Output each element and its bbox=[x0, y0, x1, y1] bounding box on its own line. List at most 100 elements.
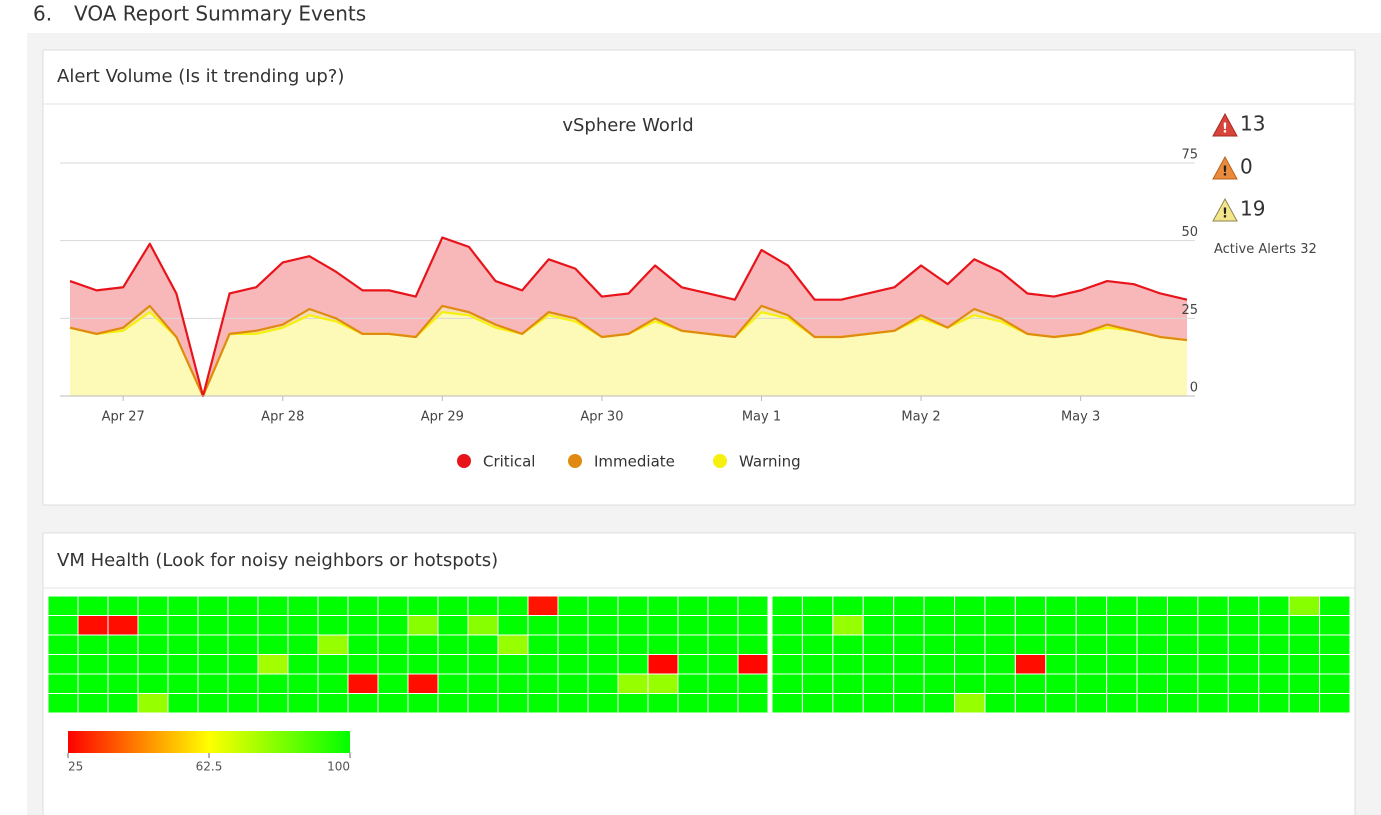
vm-cell bbox=[587, 615, 619, 636]
vm-cell bbox=[407, 634, 439, 655]
vm-cell bbox=[1258, 673, 1290, 694]
vm-cell bbox=[984, 595, 1016, 616]
vm-cell bbox=[137, 615, 169, 636]
vm-cell bbox=[77, 673, 109, 694]
vm-cell bbox=[1288, 595, 1321, 616]
vm-cell bbox=[257, 595, 289, 616]
active-count: 32 bbox=[1300, 242, 1317, 257]
vm-cell bbox=[647, 654, 679, 675]
vm-cell bbox=[862, 654, 895, 675]
vm-cell bbox=[77, 634, 109, 655]
x-tick-label: Apr 28 bbox=[261, 410, 304, 425]
vm-cell bbox=[587, 654, 619, 675]
vm-cell bbox=[1319, 673, 1351, 694]
vm-cell bbox=[317, 634, 349, 655]
vm-cell bbox=[832, 595, 864, 616]
vm-cell bbox=[1045, 673, 1077, 694]
vm-cell bbox=[197, 634, 229, 655]
vm-cell bbox=[557, 654, 589, 675]
vm-cell bbox=[737, 634, 769, 655]
vm-cell bbox=[377, 595, 409, 616]
vm-cell bbox=[954, 615, 986, 636]
vm-cell bbox=[984, 673, 1016, 694]
panel-title: Alert Volume (Is it trending up?) bbox=[57, 66, 344, 87]
vm-cell bbox=[527, 595, 559, 616]
vm-cell bbox=[617, 615, 649, 636]
vm-cell bbox=[47, 693, 79, 714]
vm-cell bbox=[257, 693, 289, 714]
vm-cell bbox=[1045, 615, 1077, 636]
vm-cell bbox=[47, 634, 79, 655]
vm-cell bbox=[677, 634, 709, 655]
vm-cell bbox=[527, 615, 559, 636]
vm-cell bbox=[617, 595, 649, 616]
vm-cell bbox=[1227, 615, 1260, 636]
vm-cell bbox=[1197, 654, 1229, 675]
vm-cell bbox=[832, 615, 864, 636]
vm-cell bbox=[893, 654, 925, 675]
vm-cell bbox=[1197, 634, 1229, 655]
vm-cell bbox=[1075, 634, 1108, 655]
vm-cell bbox=[497, 595, 529, 616]
vm-cell bbox=[167, 673, 199, 694]
vm-cell bbox=[347, 615, 379, 636]
vm-cell bbox=[954, 654, 986, 675]
vm-cell bbox=[557, 634, 589, 655]
vm-cell bbox=[1319, 693, 1351, 714]
vm-cell bbox=[257, 654, 289, 675]
vm-cell bbox=[497, 634, 529, 655]
vm-cell bbox=[1106, 634, 1138, 655]
vm-cell bbox=[1319, 595, 1351, 616]
vm-cell bbox=[1319, 634, 1351, 655]
active-alerts: Active Alerts 32 bbox=[1214, 242, 1317, 257]
vm-cell bbox=[377, 693, 409, 714]
vm-cell bbox=[257, 673, 289, 694]
heading-number: 6. bbox=[33, 2, 52, 26]
vm-cell bbox=[197, 693, 229, 714]
vm-cell bbox=[287, 654, 319, 675]
vm-cell bbox=[77, 615, 109, 636]
vm-cell bbox=[984, 654, 1016, 675]
vm-cell bbox=[1075, 673, 1108, 694]
vm-cell bbox=[771, 595, 803, 616]
vm-cell bbox=[1136, 615, 1168, 636]
vm-cell bbox=[467, 595, 499, 616]
vm-cell bbox=[707, 634, 739, 655]
vm-cell bbox=[862, 634, 895, 655]
vm-cell bbox=[167, 615, 199, 636]
vm-cell bbox=[467, 654, 499, 675]
legend-label: Warning bbox=[739, 453, 801, 471]
vm-cell bbox=[1288, 673, 1321, 694]
vm-cell bbox=[801, 595, 834, 616]
vm-cell bbox=[1014, 615, 1047, 636]
vm-cell bbox=[317, 595, 349, 616]
vm-cell bbox=[197, 595, 229, 616]
vm-cell bbox=[527, 673, 559, 694]
vm-cell bbox=[862, 693, 895, 714]
vm-cell bbox=[467, 634, 499, 655]
vm-cell bbox=[407, 595, 439, 616]
vm-cell bbox=[801, 693, 834, 714]
vm-cell bbox=[227, 634, 259, 655]
vm-cell bbox=[197, 654, 229, 675]
vm-cell bbox=[317, 615, 349, 636]
vm-cell bbox=[893, 673, 925, 694]
vm-cell bbox=[1288, 634, 1321, 655]
vm-cell bbox=[737, 673, 769, 694]
x-tick-label: Apr 29 bbox=[421, 410, 464, 425]
vm-cell bbox=[647, 673, 679, 694]
vm-cell bbox=[893, 693, 925, 714]
vm-cell bbox=[497, 654, 529, 675]
vm-cell bbox=[557, 673, 589, 694]
x-tick-label: May 1 bbox=[742, 410, 781, 425]
vm-cell bbox=[227, 673, 259, 694]
vm-cell bbox=[1075, 654, 1108, 675]
vm-cell bbox=[954, 673, 986, 694]
y-tick-label: 50 bbox=[1181, 225, 1198, 240]
vm-cell bbox=[617, 654, 649, 675]
vm-cell bbox=[1045, 595, 1077, 616]
vm-cell bbox=[1136, 654, 1168, 675]
vm-cell bbox=[1136, 693, 1168, 714]
vm-cell bbox=[47, 615, 79, 636]
